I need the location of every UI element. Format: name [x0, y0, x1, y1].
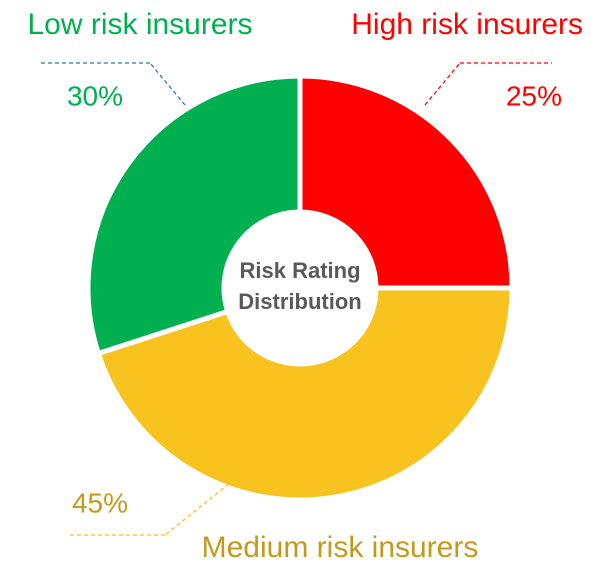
- value-label: 25%: [506, 80, 562, 111]
- donut-slice: [95, 285, 515, 503]
- leader-line: [424, 62, 461, 106]
- category-label: High risk insurers: [351, 8, 583, 41]
- donut-slice: [85, 73, 303, 357]
- leader-line: [164, 474, 241, 536]
- category-label: Medium risk insurers: [202, 531, 479, 563]
- center-label: Distribution: [238, 289, 361, 314]
- donut-slice: [297, 73, 515, 291]
- category-label: Low risk insurers: [27, 8, 252, 41]
- value-label: 45%: [72, 487, 128, 518]
- value-label: 30%: [67, 80, 123, 111]
- leader-line: [149, 62, 186, 106]
- center-label: Risk Rating: [239, 258, 360, 283]
